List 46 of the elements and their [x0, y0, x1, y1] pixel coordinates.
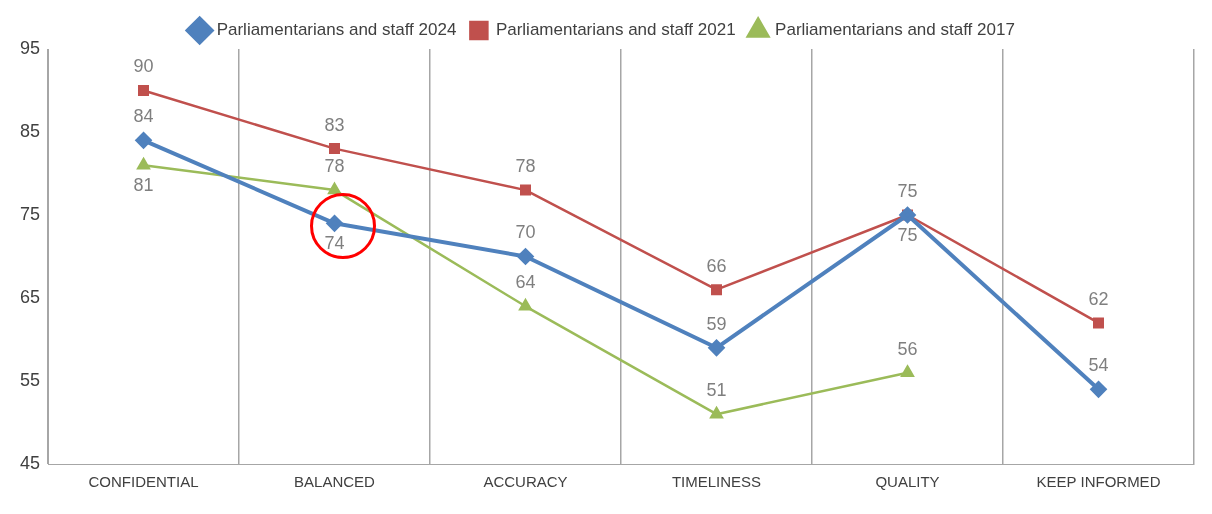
point — [901, 365, 914, 377]
data-label: 66 — [706, 255, 727, 276]
x-tick-label: KEEP INFORMED — [1036, 473, 1161, 491]
data-label: 54 — [1088, 355, 1109, 376]
x-tick-label: TIMELINESS — [671, 473, 762, 491]
data-label: 81 — [133, 175, 154, 196]
y-tick-label: 65 — [19, 286, 41, 307]
point — [711, 284, 722, 296]
point — [520, 184, 532, 196]
y-tick-label: 85 — [19, 120, 41, 141]
point — [710, 406, 723, 419]
data-label: 84 — [133, 106, 154, 127]
data-label: 90 — [133, 56, 154, 77]
x-tick-label: BALANCED — [294, 473, 376, 491]
y-tick-label: 55 — [19, 369, 41, 390]
legend-label: Parliamentarians and staff 2021 — [495, 20, 736, 40]
data-label: 74 — [324, 233, 345, 254]
data-label: 83 — [324, 114, 345, 135]
x-tick-label: ACCURACY — [483, 473, 568, 491]
point — [329, 143, 341, 155]
data-label: 59 — [706, 313, 727, 334]
point — [708, 339, 725, 356]
point — [1093, 317, 1104, 329]
legend-label: Parliamentarians and staff 2024 — [216, 20, 457, 40]
y-tick-label: 45 — [19, 452, 41, 473]
point — [517, 248, 534, 265]
data-label: 75 — [897, 224, 918, 245]
x-tick-label: QUALITY — [875, 473, 940, 491]
data-label: 51 — [706, 380, 727, 401]
data-label: 64 — [515, 272, 536, 293]
point — [137, 157, 150, 170]
data-label: 56 — [897, 338, 918, 359]
point — [138, 85, 150, 96]
data-label: 78 — [324, 156, 345, 177]
y-tick-label: 95 — [19, 37, 41, 58]
y-tick-label: 75 — [19, 203, 41, 224]
point — [1090, 381, 1107, 398]
point — [519, 299, 532, 311]
data-label: 70 — [515, 222, 536, 243]
data-label: 75 — [897, 180, 918, 201]
x-tick-label: CONFIDENTIAL — [88, 473, 199, 491]
legend-label: Parliamentarians and staff 2017 — [775, 20, 1015, 40]
point — [135, 132, 152, 149]
data-label: 62 — [1088, 288, 1109, 309]
point — [328, 182, 341, 195]
data-label: 78 — [515, 156, 536, 177]
